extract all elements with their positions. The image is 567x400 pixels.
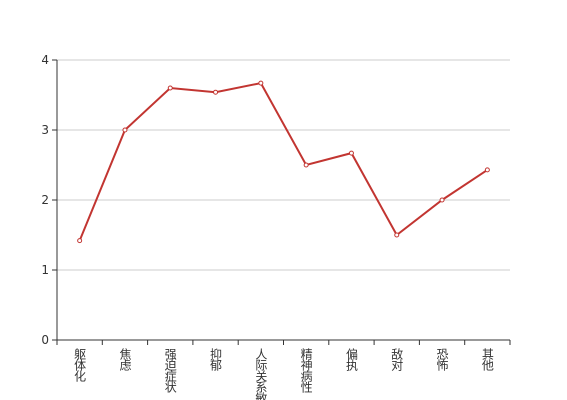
y-tick-label: 2	[41, 193, 49, 207]
point	[77, 238, 83, 244]
point	[213, 89, 219, 95]
point	[167, 85, 173, 91]
x-tick-label: 敌对	[390, 347, 404, 371]
point	[484, 167, 490, 173]
x-tick-label: 人际关系敏感	[254, 348, 268, 400]
line	[78, 81, 488, 241]
point	[303, 162, 309, 168]
x-tick-label: 恐怖	[435, 348, 449, 371]
y-tick-label: 4	[41, 53, 49, 67]
x-tick-label: 偏执	[344, 347, 358, 372]
x-tick-label: 躯体化	[73, 347, 87, 383]
point	[258, 80, 264, 86]
point	[394, 232, 400, 238]
x-tick-label: 其他	[480, 348, 494, 371]
y-tick-label: 3	[41, 123, 49, 137]
y-tick-label: 1	[41, 263, 49, 277]
point	[439, 197, 445, 203]
point	[348, 150, 354, 156]
x-tick-label: 强迫症状	[163, 348, 177, 393]
y-tick-label: 0	[41, 333, 49, 347]
point	[122, 127, 128, 133]
x-tick-label: 抑郁	[209, 347, 223, 372]
x-tick-label: 焦虑	[118, 348, 132, 371]
x-tick-label: 精神病性	[299, 348, 313, 394]
